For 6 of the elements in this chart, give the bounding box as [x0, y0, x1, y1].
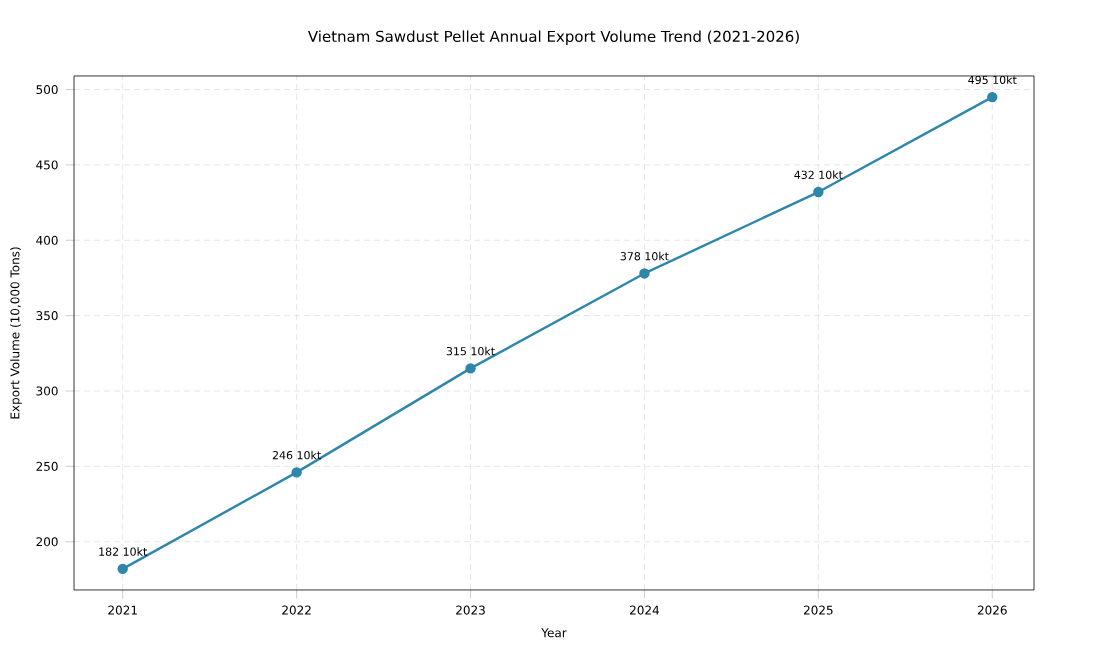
point — [117, 563, 128, 575]
point — [639, 268, 650, 279]
point — [813, 186, 824, 198]
point — [987, 91, 998, 103]
point — [291, 467, 302, 478]
point — [465, 363, 476, 374]
